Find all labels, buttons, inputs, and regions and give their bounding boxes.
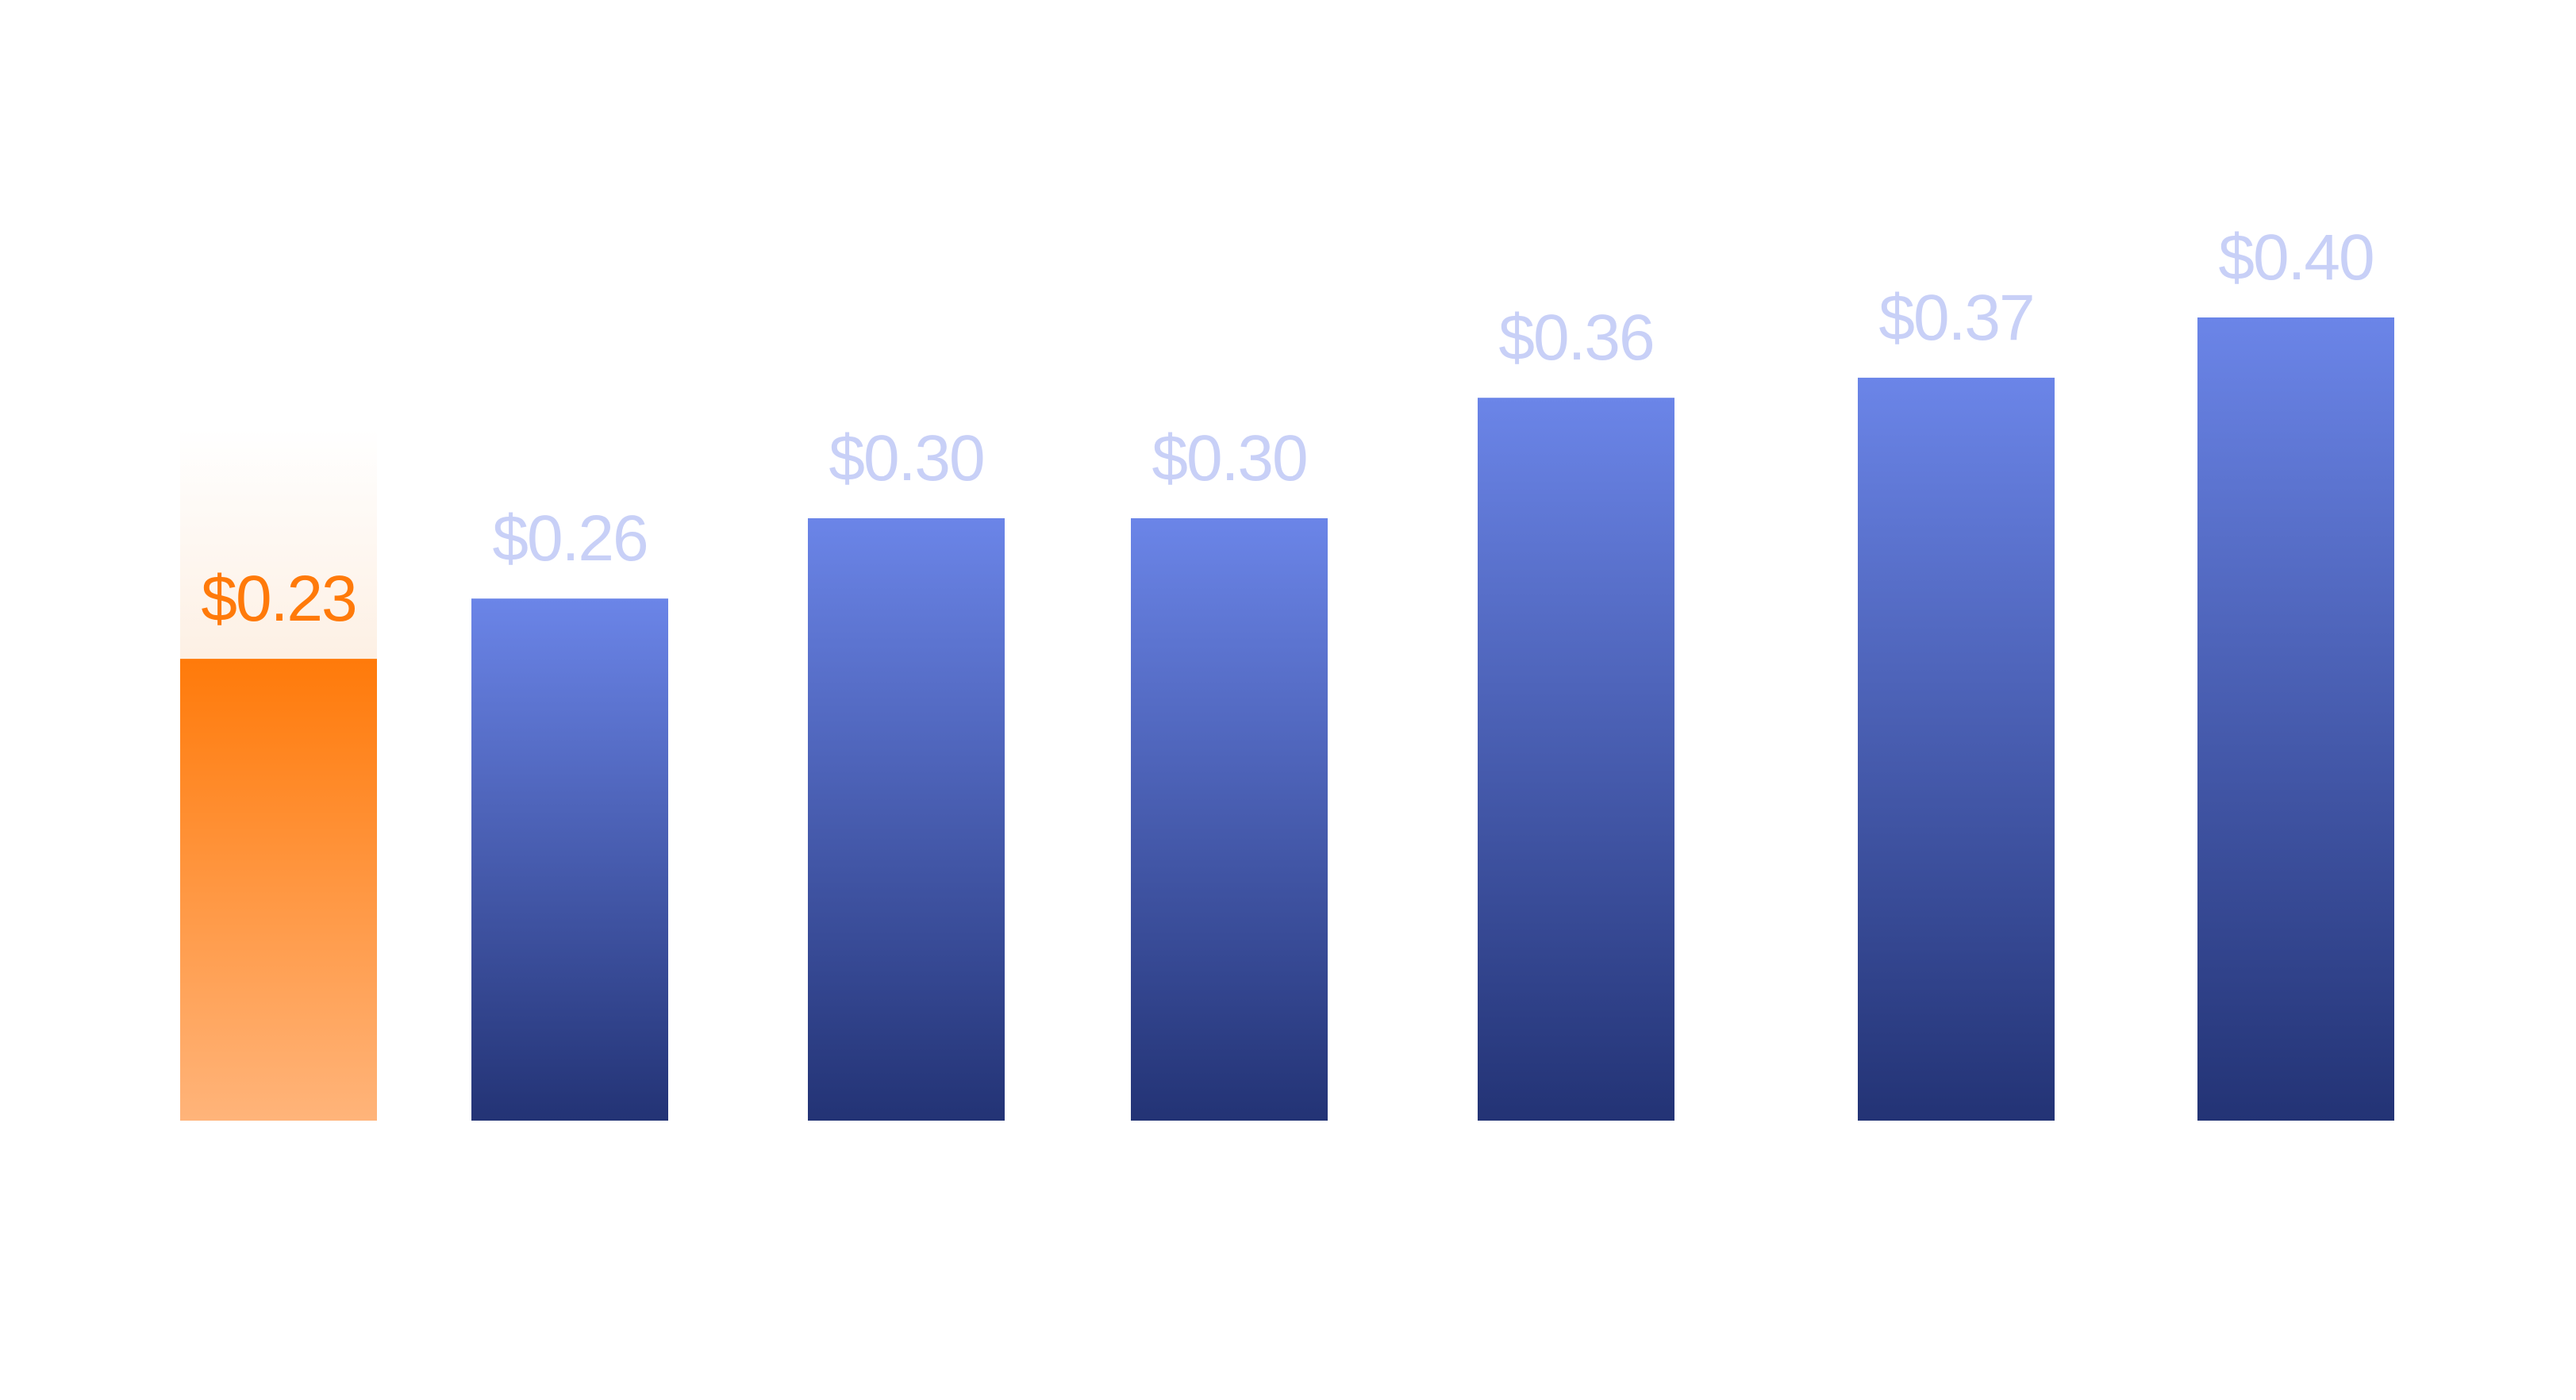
- value-label-2: $0.26: [492, 502, 647, 575]
- highlight-bar-glow: [180, 429, 377, 660]
- bars-layer: [180, 317, 2394, 1121]
- bar-highlighted: [180, 659, 377, 1121]
- value-label-3: $0.30: [829, 422, 983, 494]
- bar-3: [808, 518, 1005, 1121]
- value-label-6: $0.37: [1878, 282, 2033, 354]
- value-label-1: $0.23: [201, 563, 356, 635]
- bar-2: [471, 598, 668, 1121]
- bar-6: [1858, 377, 2055, 1121]
- value-labels-layer: $0.23 $0.26 $0.30 $0.30 $0.36 $0.37 $0.40: [201, 221, 2374, 635]
- bar-5: [1478, 398, 1674, 1121]
- value-label-4: $0.30: [1152, 422, 1306, 494]
- value-label-7: $0.40: [2218, 221, 2373, 294]
- bar-7: [2197, 317, 2394, 1121]
- value-label-5: $0.36: [1498, 302, 1653, 374]
- bar-4: [1131, 518, 1328, 1121]
